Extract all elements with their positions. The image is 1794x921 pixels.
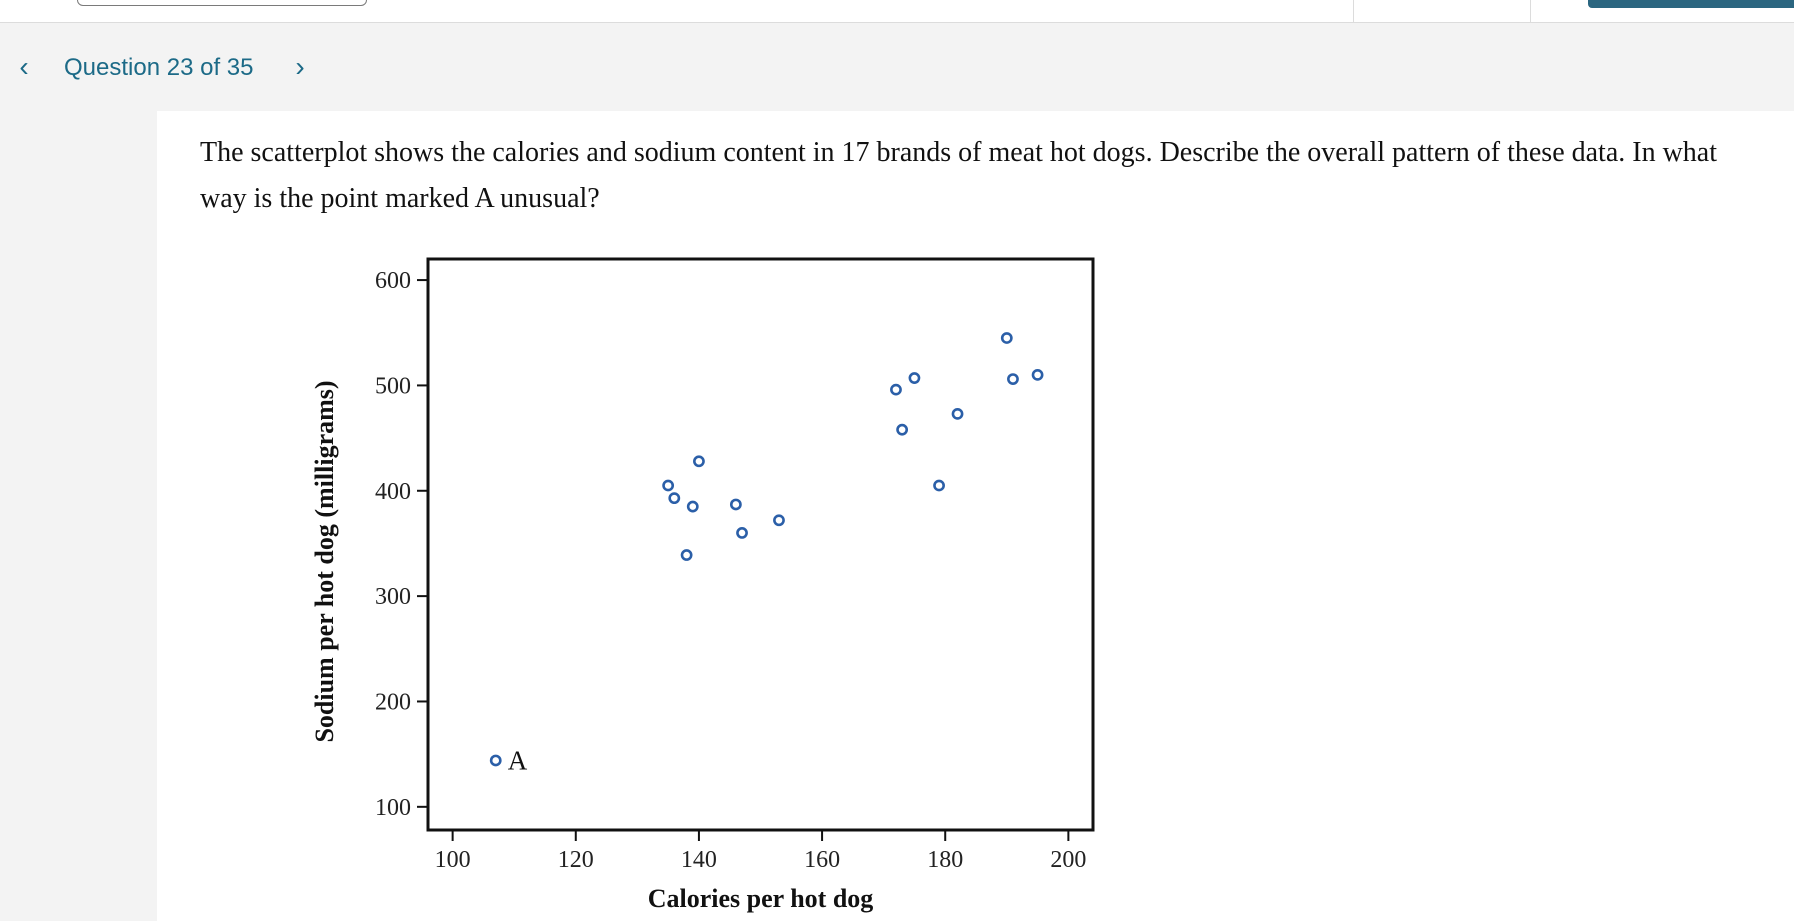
scatter-point <box>680 549 693 561</box>
scatter-point <box>693 455 705 468</box>
scatter-point <box>951 407 964 420</box>
scatter-point <box>729 498 742 511</box>
scatter-point <box>668 492 681 505</box>
toolbar-divider <box>1353 0 1354 22</box>
y-tick-label: 500 <box>375 373 411 399</box>
top-action-button[interactable] <box>1588 0 1794 8</box>
scatter-point <box>736 527 748 539</box>
scatter-point <box>1000 332 1013 344</box>
x-tick-label: 100 <box>435 847 471 873</box>
top-toolbar <box>0 0 1794 23</box>
top-search-field[interactable] <box>77 0 367 6</box>
scatter-point <box>896 423 909 436</box>
plot-frame <box>426 257 1095 832</box>
point-annotation-label: A <box>508 745 528 775</box>
previous-question-chevron-left-icon[interactable]: ‹ <box>19 51 29 82</box>
x-tick-label: 160 <box>804 847 840 873</box>
question-navigation: ‹ Question 23 of 35 › <box>0 46 600 90</box>
y-tick-label: 200 <box>375 689 411 715</box>
scatter-point <box>686 500 699 513</box>
y-tick-label: 300 <box>375 584 411 610</box>
scatterplot: 100 120 140 160 180 200 100 200 300 400 500 600 Calo… <box>310 257 1095 913</box>
scatter-point <box>890 383 902 396</box>
x-tick-label: 140 <box>681 847 717 873</box>
x-tick-label: 200 <box>1050 847 1086 873</box>
scatter-point <box>662 479 675 492</box>
x-tick-label: 180 <box>927 847 963 873</box>
scatter-point <box>908 372 921 384</box>
next-question-chevron-right-icon[interactable]: › <box>295 51 305 82</box>
scatter-point <box>773 514 785 527</box>
x-axis-label: Calories per hot dog <box>648 884 874 913</box>
y-axis-label: Sodium per hot dog (milligrams) <box>310 380 339 742</box>
scatter-point <box>1031 368 1044 381</box>
scatter-point <box>933 479 945 492</box>
question-prompt: The scatterplot shows the calories and s… <box>200 137 1718 214</box>
x-tick-label: 120 <box>558 847 594 873</box>
scatter-point <box>489 754 502 767</box>
scatter-point <box>1007 373 1019 385</box>
y-tick-label: 100 <box>375 795 411 821</box>
toolbar-divider <box>1530 0 1531 22</box>
question-counter[interactable]: Question 23 of 35 <box>64 54 254 81</box>
y-tick-label: 400 <box>375 479 411 505</box>
y-tick-label: 600 <box>375 268 411 294</box>
question-card: The scatterplot shows the calories and s… <box>157 111 1794 921</box>
